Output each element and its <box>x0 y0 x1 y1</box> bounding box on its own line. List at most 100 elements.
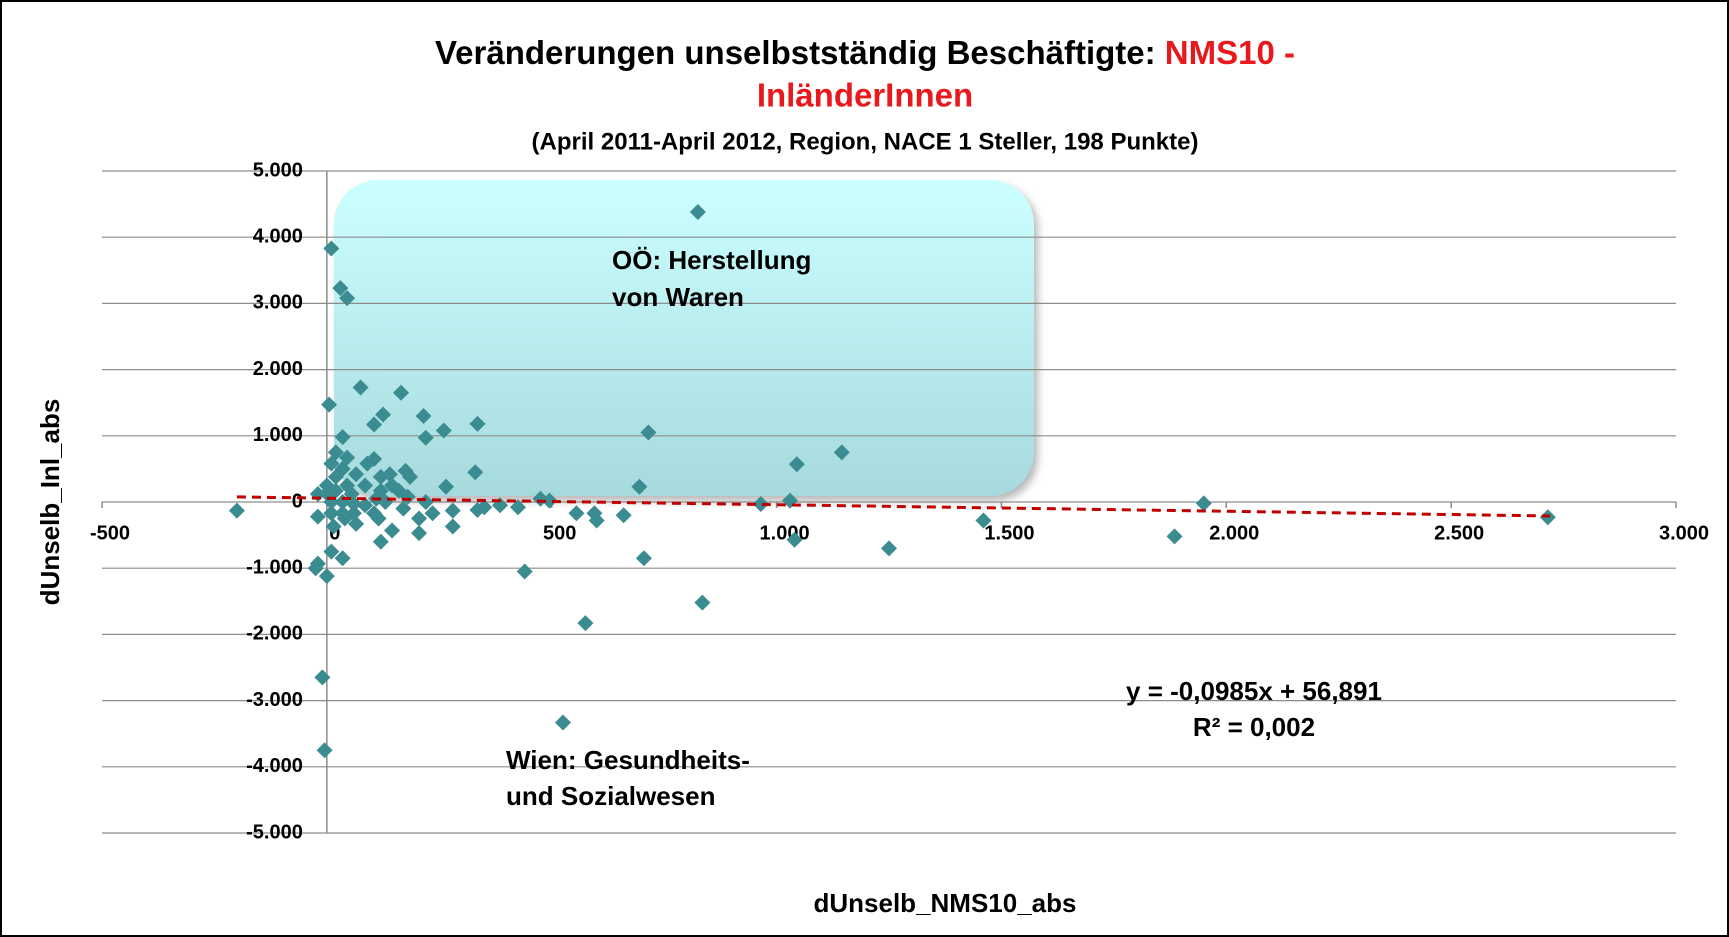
point <box>357 497 374 514</box>
x-tick-label: 0 <box>329 522 340 544</box>
y-tick-label: 0 <box>292 490 303 512</box>
y-axis-label: dUnselb_Inl_abs <box>35 399 65 606</box>
chart-subtitle: (April 2011-April 2012, Region, NACE 1 S… <box>532 128 1199 155</box>
chart-title: Veränderungen unselbstständig Beschäftig… <box>435 34 1295 71</box>
x-tick-label: -500 <box>90 522 130 544</box>
highlight-box <box>334 180 1034 496</box>
point <box>323 240 340 257</box>
point <box>348 466 365 483</box>
point <box>334 429 351 446</box>
point <box>357 477 374 494</box>
point <box>323 505 340 522</box>
x-axis-label: dUnselb_NMS10_abs <box>814 888 1077 918</box>
point <box>469 501 486 518</box>
y-tick-label: -1.000 <box>246 556 303 578</box>
x-tick-label: 500 <box>543 522 576 544</box>
point <box>631 478 648 495</box>
point <box>307 560 324 577</box>
point <box>375 406 392 423</box>
point <box>372 533 389 550</box>
point <box>577 615 594 632</box>
point <box>348 515 365 532</box>
annotation: und Sozialwesen <box>506 781 716 811</box>
point <box>1195 495 1212 512</box>
annotation: von Waren <box>612 282 744 312</box>
point <box>635 550 652 567</box>
point <box>359 455 376 472</box>
point <box>788 456 805 473</box>
y-tick-label: -2.000 <box>246 623 303 645</box>
point <box>395 500 412 517</box>
point <box>1166 528 1183 545</box>
point <box>366 505 383 522</box>
point <box>402 468 419 485</box>
point <box>314 669 331 686</box>
point <box>332 280 349 297</box>
point <box>321 396 338 413</box>
trend-r2: R² = 0,002 <box>1193 712 1315 742</box>
point <box>786 531 803 548</box>
point <box>372 468 389 485</box>
point <box>568 505 585 522</box>
annotation: Wien: Gesundheits- <box>506 745 750 775</box>
title-text: Veränderungen unselbstständig Beschäftig… <box>435 34 1156 71</box>
y-tick-label: -4.000 <box>246 755 303 777</box>
annotation: OÖ: Herstellung <box>612 245 811 275</box>
point <box>438 478 455 495</box>
point <box>415 407 432 424</box>
point <box>752 495 769 512</box>
point <box>476 499 493 516</box>
point <box>689 204 706 221</box>
point <box>318 568 335 585</box>
point <box>588 512 605 529</box>
point <box>327 482 344 499</box>
point <box>615 507 632 524</box>
point <box>444 518 461 535</box>
point <box>411 525 428 542</box>
point <box>975 512 992 529</box>
point <box>554 714 571 731</box>
x-tick-label: 1.000 <box>760 522 810 544</box>
x-tick-label: 3.000 <box>1659 522 1709 544</box>
point <box>516 563 533 580</box>
point <box>541 492 558 509</box>
point <box>694 594 711 611</box>
point <box>352 379 369 396</box>
y-tick-label: -3.000 <box>246 689 303 711</box>
x-tick-label: 2.500 <box>1434 522 1484 544</box>
x-tick-label: 2.000 <box>1209 522 1259 544</box>
point <box>435 422 452 439</box>
y-tick-label: 3.000 <box>253 292 303 314</box>
y-tick-label: 5.000 <box>253 159 303 181</box>
grid <box>101 170 1677 834</box>
point <box>334 505 351 522</box>
point <box>469 415 486 432</box>
point <box>417 429 434 446</box>
y-tick-label: 2.000 <box>253 358 303 380</box>
point <box>345 505 362 522</box>
chart-title-line2: InländerInnen <box>757 77 973 114</box>
point <box>393 384 410 401</box>
point <box>881 540 897 557</box>
trendline <box>236 495 1551 518</box>
point <box>323 455 340 472</box>
y-tick-label: 1.000 <box>253 424 303 446</box>
point <box>325 518 342 535</box>
point <box>417 494 434 510</box>
x-tick-label: 1.500 <box>984 522 1034 544</box>
point <box>833 444 850 461</box>
point <box>411 510 428 527</box>
point <box>228 502 245 519</box>
point <box>339 290 356 307</box>
point <box>309 508 326 525</box>
title-highlight: NMS10 - <box>1165 34 1295 71</box>
point <box>444 502 461 519</box>
y-tick-label: 4.000 <box>253 225 303 247</box>
point <box>323 543 340 560</box>
trend-equation: y = -0,0985x + 56,891 <box>1126 676 1382 706</box>
y-tick-label: -5.000 <box>246 821 303 843</box>
point <box>467 464 484 481</box>
point <box>509 499 526 516</box>
point <box>334 550 351 567</box>
